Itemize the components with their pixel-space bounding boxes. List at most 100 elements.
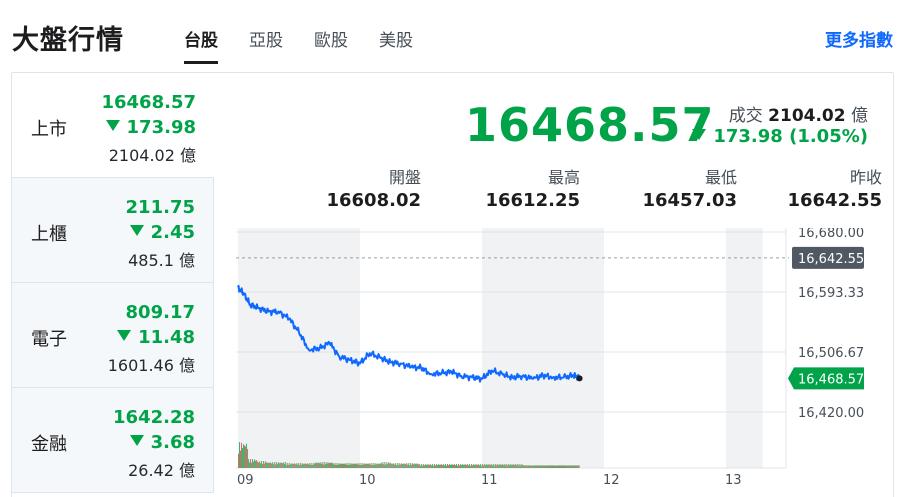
volume-bar (512, 464, 514, 468)
volume-bar (537, 465, 539, 468)
index-volume: 1601.46 億 (107, 356, 195, 375)
tab-us[interactable]: 美股 (379, 31, 413, 51)
volume-bar (526, 465, 528, 468)
tab-asia[interactable]: 亞股 (249, 31, 283, 51)
volume-bar (524, 465, 526, 468)
volume-bar (467, 464, 469, 468)
volume-bar (578, 465, 580, 468)
volume-bar (314, 463, 316, 468)
volume-bar (545, 465, 547, 468)
volume-bar (415, 463, 417, 468)
volume-bar (301, 464, 303, 468)
tab-europe[interactable]: 歐股 (314, 31, 348, 51)
high-value: 16612.25 (485, 190, 580, 211)
volume-bar (340, 463, 342, 468)
volume-bar (539, 465, 541, 468)
volume-bar (458, 464, 460, 468)
volume-bar (310, 464, 312, 468)
arrow-down-icon (117, 330, 132, 341)
volume-bar (402, 463, 404, 468)
volume-bar (504, 464, 506, 468)
volume-bar (406, 464, 408, 468)
volume-bar (428, 464, 430, 468)
volume-bar (508, 464, 510, 468)
volume-bar (530, 465, 532, 468)
volume-bar (315, 462, 317, 468)
volume-bar (240, 450, 242, 468)
volume-bar (360, 465, 362, 468)
volume-bar (325, 464, 327, 468)
volume-bar (400, 463, 402, 468)
volume-bar (393, 464, 395, 468)
volume-bar (274, 462, 276, 468)
volume-bar (359, 463, 361, 468)
volume-bar (436, 465, 438, 468)
volume-bar (391, 463, 393, 468)
sidebar-item-listed[interactable]: 上市 16468.57 173.98 2104.02 億 (12, 73, 214, 178)
y-tick-label: 16,680.00 (798, 228, 864, 241)
volume-bar (413, 463, 415, 468)
volume-bar (281, 462, 283, 468)
index-volume: 2104.02 億 (108, 146, 196, 165)
volume-bar (531, 466, 533, 468)
sidebar-item-otc[interactable]: 上櫃 211.75 2.45 485.1 億 (12, 178, 214, 283)
volume-bar (243, 444, 245, 468)
more-indices-link[interactable]: 更多指數 (825, 31, 893, 51)
volume-bar (479, 465, 481, 468)
index-sidebar: 上市 16468.57 173.98 2104.02 億 上櫃 211.75 2… (12, 73, 214, 497)
volume-bar (553, 465, 555, 468)
low-value: 16457.03 (642, 190, 737, 211)
volume-bar (493, 464, 495, 468)
volume-bar (353, 463, 355, 468)
volume-bar (437, 464, 439, 468)
hour-band (482, 228, 604, 468)
volume-bar (382, 464, 384, 468)
volume-bar (426, 464, 428, 468)
volume-bar (552, 465, 554, 468)
page-title: 大盤行情 (12, 25, 124, 56)
volume-bar (397, 464, 399, 468)
volume-bar (473, 464, 475, 468)
intraday-chart[interactable]: 16,680.00 16,593.33 16,506.67 16,420.00 16,6… (236, 228, 866, 490)
index-name: 電子 (31, 329, 67, 350)
volume-bar (547, 465, 549, 468)
volume-bar (491, 464, 493, 468)
volume-bar (304, 463, 306, 468)
volume-bar (249, 462, 251, 468)
index-change: 173.98 (105, 117, 196, 138)
volume-bar (342, 463, 344, 468)
index-value: 211.75 (125, 197, 195, 218)
volume-bar (358, 464, 360, 468)
volume-bar (478, 464, 480, 468)
prev-close-tag-label: 16,642.55 (798, 252, 864, 267)
sidebar-item-electronics[interactable]: 電子 809.17 11.48 1601.46 億 (12, 283, 214, 388)
volume-bar (529, 466, 531, 468)
low-label: 最低 (704, 168, 737, 187)
x-tick-label: 11 (481, 473, 498, 488)
sidebar-item-finance[interactable]: 金融 1642.28 3.68 26.42 億 (12, 388, 214, 493)
volume-bar (430, 465, 432, 468)
volume-bar (484, 464, 486, 468)
trade-label: 成交 (728, 106, 763, 126)
volume-bar (368, 463, 370, 468)
volume-bar (544, 466, 546, 468)
volume-bar (350, 463, 352, 468)
volume-bar (499, 464, 501, 468)
volume-bar (245, 446, 247, 468)
tab-taiwan[interactable]: 台股 (184, 26, 218, 64)
volume-bar (242, 447, 244, 468)
volume-bar (433, 464, 435, 468)
y-tick-label: 16,506.67 (798, 346, 864, 361)
volume-bar (516, 465, 518, 468)
volume-bar (264, 463, 266, 468)
volume-bar (306, 463, 308, 468)
volume-bar (293, 463, 295, 468)
volume-bar (277, 463, 279, 468)
volume-bar (495, 464, 497, 468)
volume-bar (542, 466, 544, 468)
hour-band (726, 228, 763, 468)
volume-bar (453, 464, 455, 468)
volume-bar (571, 465, 573, 468)
volume-bar (367, 463, 369, 468)
volume-bar (248, 459, 250, 468)
